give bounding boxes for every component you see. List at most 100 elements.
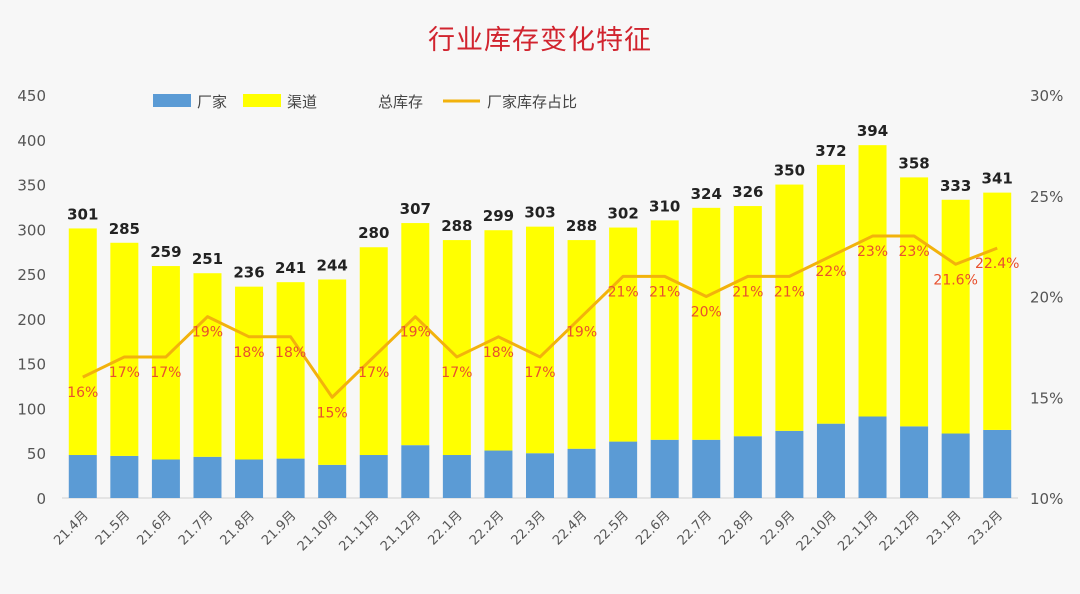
- bar-maker: [401, 445, 430, 498]
- x-tick-label: 22.2月: [467, 508, 507, 548]
- x-tick-label: 22.9月: [758, 508, 798, 548]
- share-label: 19%: [192, 325, 223, 341]
- share-label: 22%: [815, 264, 846, 280]
- bar-maker: [609, 441, 638, 498]
- legend-label-share: 厂家库存占比: [487, 93, 577, 111]
- total-label: 236: [233, 264, 264, 282]
- share-label: 17%: [524, 365, 555, 381]
- bar-maker: [941, 433, 970, 498]
- bar-channel: [567, 240, 596, 449]
- x-tick-label: 21.5月: [93, 508, 133, 548]
- total-label: 372: [815, 142, 846, 160]
- x-tick-label: 22.1月: [425, 508, 465, 548]
- share-label: 15%: [317, 405, 348, 421]
- share-line: [82, 234, 998, 399]
- x-tick-label: 21.8月: [218, 508, 258, 548]
- y2-tick-label: 10%: [1030, 490, 1063, 508]
- x-tick-label: 21.4月: [51, 508, 91, 548]
- bar-maker: [526, 453, 554, 498]
- bar-maker: [151, 459, 180, 498]
- total-label: 259: [150, 243, 181, 261]
- bar-maker: [318, 464, 347, 498]
- share-label: 21%: [608, 284, 639, 300]
- y2-tick-label: 15%: [1030, 389, 1063, 407]
- share-label: 18%: [275, 345, 306, 361]
- bar-maker: [567, 448, 596, 498]
- x-tick-label: 22.4月: [550, 508, 590, 548]
- total-label: 310: [649, 197, 680, 215]
- x-tick-label: 21.7月: [176, 508, 216, 548]
- total-label: 251: [192, 250, 223, 268]
- share-label: 23%: [899, 244, 930, 260]
- total-label: 244: [317, 256, 348, 274]
- total-label: 307: [400, 200, 431, 218]
- bar-channel: [276, 282, 305, 459]
- share-label: 17%: [150, 365, 181, 381]
- bar-maker: [983, 429, 1012, 498]
- share-label: 23%: [857, 244, 888, 260]
- bar-channel: [900, 177, 929, 427]
- total-label: 350: [774, 162, 805, 180]
- bar-maker: [110, 455, 139, 498]
- bar-channel: [858, 145, 887, 417]
- bar-channel: [110, 242, 139, 456]
- x-tick-label: 22.6月: [633, 508, 673, 548]
- x-tick-label: 22.7月: [675, 508, 715, 548]
- x-tick-label: 22.12月: [877, 508, 923, 554]
- total-label: 241: [275, 259, 306, 277]
- share-label: 17%: [109, 365, 140, 381]
- total-label: 394: [857, 122, 888, 140]
- share-label: 21%: [732, 284, 763, 300]
- bar-channel: [318, 279, 347, 465]
- chart-title: 行业库存变化特征: [428, 25, 652, 56]
- y2-tick-label: 25%: [1030, 188, 1063, 206]
- bar-channel: [692, 207, 721, 440]
- x-tick-label: 23.1月: [924, 508, 964, 548]
- bar-maker: [484, 450, 513, 498]
- x-tick-label: 22.5月: [592, 508, 632, 548]
- share-label: 19%: [566, 325, 597, 341]
- legend-label-maker: 厂家: [197, 93, 227, 111]
- bar-channel: [775, 184, 804, 431]
- bar-maker: [276, 458, 305, 498]
- share-label: 17%: [441, 365, 472, 381]
- bar-channel: [151, 266, 180, 460]
- share-label: 22.4%: [975, 256, 1019, 272]
- x-tick-label: 22.3月: [509, 508, 549, 548]
- y-tick-label: 350: [17, 177, 46, 195]
- share-label: 21.6%: [933, 272, 977, 288]
- bar-channel: [235, 286, 264, 460]
- bar-maker: [442, 455, 471, 498]
- total-label: 326: [732, 183, 763, 201]
- bar-channel: [526, 226, 554, 454]
- bar-maker: [775, 430, 804, 498]
- y-tick-label: 200: [17, 311, 46, 329]
- total-label: 280: [358, 224, 389, 242]
- total-label: 288: [441, 217, 472, 235]
- x-tick-label: 22.11月: [835, 508, 881, 554]
- bar-maker: [900, 426, 929, 498]
- x-tick-label: 21.11月: [336, 508, 382, 554]
- bar-maker: [858, 416, 887, 498]
- x-tick-label: 23.2月: [966, 508, 1006, 548]
- bar-maker: [692, 439, 721, 498]
- share-label: 16%: [67, 385, 98, 401]
- bar-maker: [733, 436, 762, 498]
- y-tick-label: 0: [36, 490, 46, 508]
- bar-maker: [235, 459, 264, 498]
- y-tick-label: 250: [17, 266, 46, 284]
- x-tick-label: 21.6月: [134, 508, 174, 548]
- share-label: 21%: [649, 284, 680, 300]
- total-label: 333: [940, 177, 971, 195]
- share-label: 19%: [400, 325, 431, 341]
- bar-channel: [650, 220, 679, 440]
- x-tick-label: 21.10月: [295, 508, 341, 554]
- y2-tick-label: 30%: [1030, 87, 1063, 105]
- share-label: 18%: [483, 345, 514, 361]
- bar-maker: [193, 456, 222, 498]
- total-label: 302: [607, 205, 638, 223]
- bar-maker: [359, 455, 388, 498]
- y-tick-label: 50: [27, 445, 46, 463]
- share-label: 18%: [233, 345, 264, 361]
